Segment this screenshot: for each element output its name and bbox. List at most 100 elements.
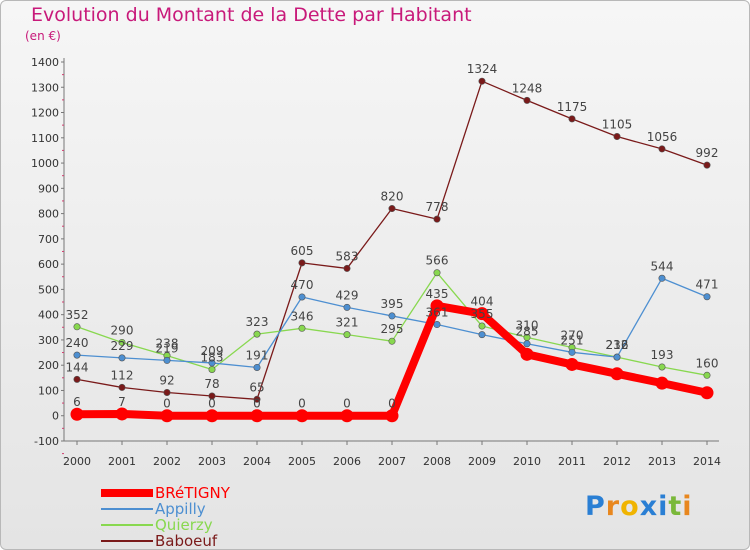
data-label: 544 (651, 259, 674, 273)
logo-letter: x (639, 491, 659, 522)
legend-item: Quierzy (101, 516, 230, 534)
data-point (253, 330, 261, 338)
data-point (478, 322, 486, 330)
y-tick-label: 300 (38, 334, 59, 347)
legend-label: Baboeuf (155, 532, 218, 550)
x-tick-label: 2004 (243, 455, 271, 468)
data-label: 0 (388, 397, 396, 411)
data-point (478, 77, 486, 85)
data-point (520, 347, 534, 361)
x-tick-label: 2014 (693, 455, 721, 468)
data-label: 183 (201, 350, 224, 364)
data-point (658, 145, 666, 153)
y-tick-label: 1400 (31, 56, 59, 69)
data-point (475, 307, 489, 321)
legend-label: BRéTIGNY (155, 484, 230, 502)
data-point (163, 388, 171, 396)
data-point (433, 269, 441, 277)
legend-swatch (101, 508, 153, 510)
data-point (385, 409, 399, 423)
data-point (388, 337, 396, 345)
data-label: 65 (249, 380, 264, 394)
y-tick-label: 1000 (31, 157, 59, 170)
x-tick-label: 2008 (423, 455, 451, 468)
data-point (343, 331, 351, 339)
data-point (295, 409, 309, 423)
data-point (73, 351, 81, 359)
logo-letter: t (668, 491, 683, 522)
data-point (298, 259, 306, 267)
data-label: 1324 (467, 62, 498, 76)
data-label: 0 (208, 397, 216, 411)
data-point (703, 293, 711, 301)
y-tick-label: 600 (38, 258, 59, 271)
data-label: 1056 (647, 130, 678, 144)
data-label: 429 (336, 288, 359, 302)
data-label: 232 (606, 338, 629, 352)
proxiti-logo: Proxiti (585, 491, 693, 522)
data-label: 605 (291, 244, 314, 258)
data-point (568, 115, 576, 123)
x-tick-label: 2006 (333, 455, 361, 468)
y-tick-label: 1200 (31, 107, 59, 120)
data-label: 240 (66, 336, 89, 350)
data-label: 92 (159, 373, 174, 387)
y-tick-label: 400 (38, 309, 59, 322)
y-tick-label: 900 (38, 182, 59, 195)
data-point (118, 383, 126, 391)
data-label: 0 (343, 397, 351, 411)
data-label: 7 (118, 395, 126, 409)
data-label: 992 (696, 146, 719, 160)
data-point (163, 356, 171, 364)
x-tick-label: 2007 (378, 455, 406, 468)
data-label: 290 (111, 323, 134, 337)
data-label: 270 (561, 329, 584, 343)
x-tick-label: 2000 (63, 455, 91, 468)
y-tick-label: 0 (52, 410, 59, 423)
y-tick-label: 1100 (31, 132, 59, 145)
data-point (523, 96, 531, 104)
logo-letter: P (585, 491, 606, 522)
legend-item: Appilly (101, 500, 230, 518)
logo-letter: o (620, 491, 640, 522)
data-point (565, 357, 579, 371)
data-label: 404 (471, 295, 494, 309)
data-label: 0 (163, 397, 171, 411)
x-tick-label: 2011 (558, 455, 586, 468)
legend-label: Quierzy (155, 516, 213, 534)
x-tick-label: 2010 (513, 455, 541, 468)
data-label: 112 (111, 368, 134, 382)
legend-label: Appilly (155, 500, 206, 518)
data-point (430, 299, 444, 313)
y-tick-label: 800 (38, 208, 59, 221)
data-point (613, 353, 621, 361)
data-point (208, 359, 216, 367)
data-label: 1175 (557, 100, 588, 114)
data-point (433, 321, 441, 329)
data-point (523, 340, 531, 348)
data-point (118, 354, 126, 362)
data-point (118, 338, 126, 346)
data-point (655, 376, 669, 390)
data-point (340, 409, 354, 423)
data-point (433, 215, 441, 223)
data-label: 209 (201, 344, 224, 358)
legend-item: Baboeuf (101, 532, 230, 550)
data-point (568, 348, 576, 356)
data-label: 583 (336, 249, 359, 263)
x-tick-label: 2009 (468, 455, 496, 468)
y-tick-label: 1300 (31, 81, 59, 94)
data-label: 0 (253, 397, 261, 411)
legend-swatch (101, 540, 153, 542)
data-label: 310 (516, 318, 539, 332)
legend-item: BRéTIGNY (101, 484, 230, 502)
legend-swatch (101, 489, 153, 497)
x-tick-label: 2001 (108, 455, 136, 468)
logo-letter: i (682, 491, 693, 522)
y-tick-label: -100 (34, 435, 59, 448)
data-point (253, 363, 261, 371)
data-label: 471 (696, 278, 719, 292)
data-point (700, 386, 714, 400)
data-label: 295 (381, 322, 404, 336)
